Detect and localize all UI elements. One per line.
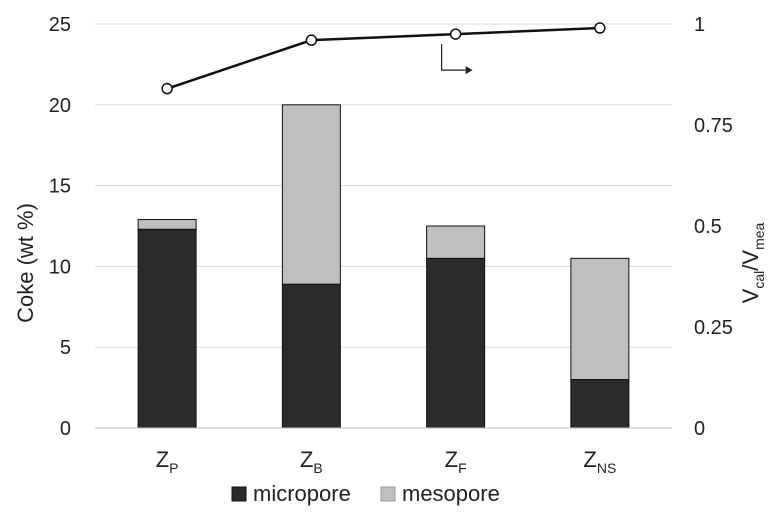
bar-mesopore	[137, 219, 197, 230]
left-y-tick-label: 15	[49, 176, 71, 198]
bars	[137, 104, 630, 429]
left-y-tick-label: 10	[49, 256, 71, 278]
x-category-main: Z	[300, 447, 313, 472]
legend: micropore mesopore	[231, 481, 500, 506]
x-category-main: Z	[156, 447, 169, 472]
legend-label-micropore: micropore	[253, 481, 351, 506]
x-category-label: ZB	[300, 447, 323, 476]
ratio-line	[166, 26, 600, 90]
x-category-label: ZNS	[583, 447, 616, 476]
bar-mesopore	[426, 225, 486, 259]
x-category-subscript: P	[169, 460, 178, 476]
legend-label-mesopore: mesopore	[402, 481, 500, 506]
left-y-tick-label: 25	[49, 14, 71, 36]
bar-mesopore	[570, 257, 630, 381]
x-category-main: Z	[583, 447, 596, 472]
legend-swatch-mesopore	[380, 486, 396, 502]
bar-micropore	[137, 228, 197, 429]
left-y-tick-label: 5	[60, 337, 71, 359]
bar-mesopore	[281, 104, 341, 285]
right-y-ticks: 0 0.25 0.5 0.75 1	[694, 14, 733, 440]
right-y-axis-title-sub1: cal	[751, 271, 767, 289]
right-y-axis-title: Vcal/Vmea	[738, 222, 767, 303]
ratio-line-series	[161, 22, 606, 95]
x-category-subscript: B	[313, 460, 322, 476]
bar-micropore	[570, 379, 630, 429]
ratio-point	[594, 22, 606, 34]
left-y-tick-label: 20	[49, 95, 71, 117]
right-y-tick-label: 0.25	[694, 317, 733, 339]
right-y-tick-label: 0	[694, 418, 705, 440]
axis-arrow-annotation	[441, 44, 473, 75]
arrow-head	[465, 66, 473, 75]
arrow-stem	[441, 44, 466, 71]
ratio-point	[449, 28, 462, 40]
x-category-subscript: F	[458, 460, 467, 476]
left-y-tick-label: 0	[60, 418, 71, 440]
bar-micropore	[426, 257, 486, 429]
x-category-subscript: NS	[597, 460, 616, 476]
x-category-label: ZF	[445, 447, 467, 476]
right-y-tick-label: 1	[694, 14, 705, 36]
left-y-ticks: 0 5 10 15 20 25	[49, 14, 71, 440]
right-y-tick-label: 0.5	[694, 216, 722, 238]
right-y-axis-title-sub2: mea	[751, 222, 767, 249]
bar-micropore	[281, 283, 341, 429]
x-category-label: ZP	[156, 447, 179, 476]
left-y-axis-title: Coke (wt %)	[13, 203, 38, 323]
legend-swatch-micropore	[231, 486, 247, 502]
ratio-point	[305, 34, 318, 46]
x-category-main: Z	[445, 447, 458, 472]
ratio-point	[161, 82, 173, 95]
right-y-axis-title-main: V	[738, 288, 763, 303]
right-y-axis-title-mid: /V	[738, 250, 763, 271]
right-y-tick-label: 0.75	[694, 115, 733, 137]
x-category-labels: ZP ZB ZF ZNS	[156, 447, 617, 476]
